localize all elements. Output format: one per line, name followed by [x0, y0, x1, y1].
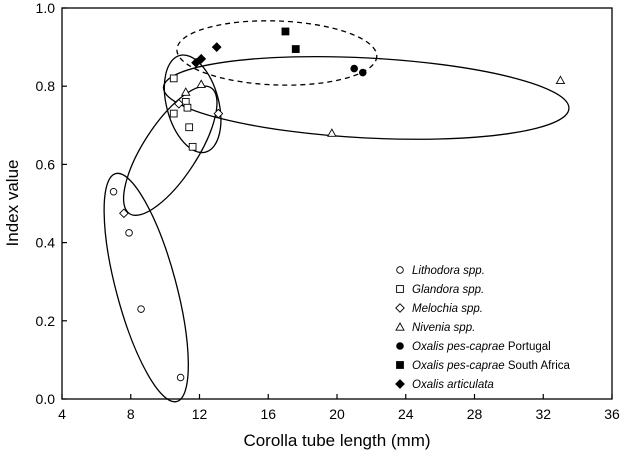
data-point: [180, 87, 191, 96]
legend-label-italic: Oxalis pes-caprae: [412, 341, 505, 353]
legend-label-italic: Lithodora spp.: [412, 265, 485, 277]
data-point: [176, 373, 185, 382]
series-2: [119, 98, 224, 219]
data-point: [119, 208, 129, 219]
legend-marker: [395, 303, 405, 313]
data-point: [169, 74, 178, 83]
x-tick-label: 20: [329, 406, 345, 422]
data-point: [327, 128, 337, 137]
ellipse-oxalis: [176, 20, 378, 86]
data-point: [109, 188, 118, 196]
legend-label-italic: Glandora spp.: [412, 284, 484, 296]
series-1: [169, 74, 197, 151]
x-tick-label: 36: [604, 406, 620, 422]
series-0: [109, 188, 185, 382]
y-axis: 0.0 0.2 0.4 0.6 0.8 1.0: [36, 0, 67, 407]
legend-marker: [396, 266, 404, 274]
y-tick-label: 0.8: [36, 78, 56, 94]
legend-label: Oxalis pes-caprae South Africa: [412, 360, 570, 372]
data-point: [211, 42, 222, 53]
x-axis-title: Corolla tube length (mm): [243, 431, 430, 450]
legend-label: Lithodora spp.: [412, 265, 485, 277]
legend-marker: [396, 342, 404, 350]
series-3: [180, 75, 566, 137]
y-axis-title: Index value: [3, 160, 22, 247]
y-tick-label: 0.0: [36, 391, 56, 407]
x-tick-label: 28: [467, 406, 483, 422]
y-tick-label: 0.4: [36, 235, 56, 251]
ellipse-lithodora: [103, 172, 189, 403]
data-point: [183, 103, 192, 112]
legend-label: Glandora spp.: [412, 284, 484, 296]
x-tick-label: 24: [398, 406, 414, 422]
legend-label: Nivenia spp.: [412, 322, 475, 334]
legend-label-italic: Oxalis articulata: [412, 379, 494, 391]
data-point: [188, 142, 197, 151]
legend-label-plain: Portugal: [505, 341, 551, 353]
legend-marker: [396, 285, 404, 293]
legend-label-italic: Nivenia spp.: [412, 322, 475, 334]
legend-label-plain: South Africa: [505, 360, 571, 372]
x-axis: 4 8 12 16 20 24 28 32 36: [58, 394, 620, 422]
legend-marker: [396, 361, 404, 369]
data-point: [169, 109, 178, 118]
data-point: [555, 75, 566, 84]
group-ellipses: [103, 20, 570, 403]
ellipse-glandora: [163, 54, 222, 154]
legend: Lithodora spp. Glandora spp. Melochia spp.…: [395, 265, 570, 391]
series-5: [281, 27, 300, 53]
y-tick-label: 0.6: [36, 156, 56, 172]
data-point: [358, 68, 367, 77]
y-tick-label: 0.2: [36, 313, 56, 329]
series-4: [350, 64, 367, 77]
data-point: [350, 64, 358, 73]
legend-marker: [395, 322, 405, 331]
x-tick-label: 8: [127, 406, 135, 422]
data-point: [185, 123, 194, 132]
data-point: [196, 79, 206, 88]
series-6: [191, 42, 222, 68]
ellipse-nivenia: [162, 55, 570, 140]
data-point: [213, 108, 224, 119]
data-point: [125, 229, 133, 237]
x-tick-label: 12: [192, 406, 208, 422]
legend-label: Melochia spp.: [412, 303, 483, 315]
x-tick-label: 4: [58, 406, 66, 422]
y-tick-label: 1.0: [36, 0, 56, 16]
legend-label: Oxalis articulata: [412, 379, 494, 391]
legend-label-italic: Melochia spp.: [412, 303, 483, 315]
x-tick-label: 16: [260, 406, 276, 422]
legend-label-italic: Oxalis pes-caprae: [412, 360, 505, 372]
ellipse-melochia: [122, 85, 218, 216]
data-point: [291, 45, 300, 53]
x-tick-label: 32: [535, 406, 551, 422]
legend-label: Oxalis pes-caprae Portugal: [412, 341, 551, 353]
data-points: [109, 27, 566, 382]
legend-marker: [395, 379, 405, 389]
data-point: [196, 53, 207, 64]
data-point: [281, 27, 290, 36]
data-point: [137, 305, 145, 313]
data-point: [174, 98, 184, 109]
